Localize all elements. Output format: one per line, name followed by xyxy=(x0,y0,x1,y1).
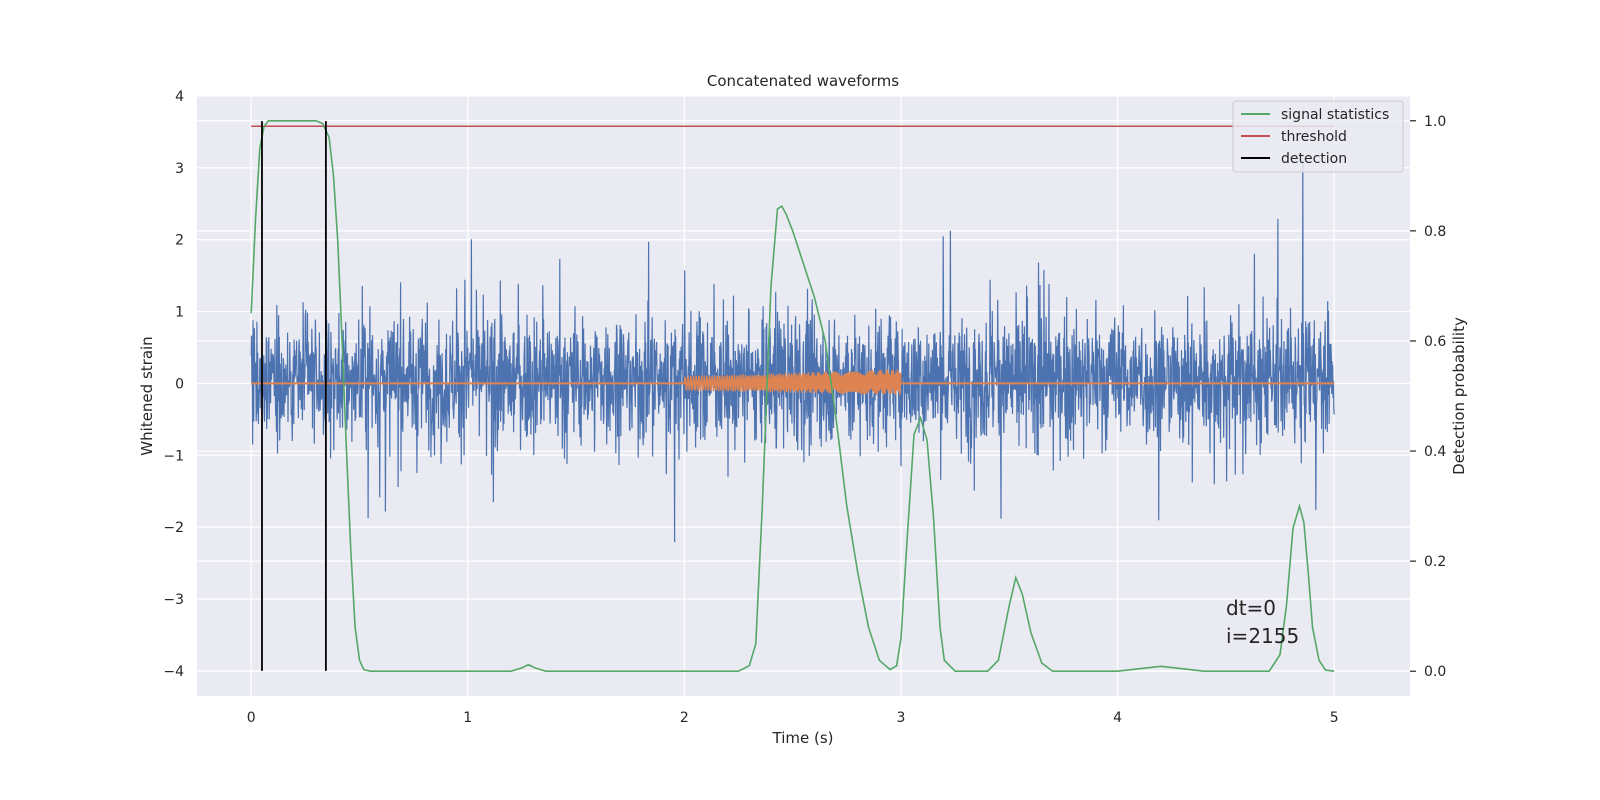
legend-label-detection: detection xyxy=(1281,151,1347,167)
x-tick-label: 5 xyxy=(1330,710,1339,726)
left-y-tick-label: 0 xyxy=(175,376,184,392)
left-y-tick-label: −4 xyxy=(163,664,184,680)
x-axis-label: Time (s) xyxy=(772,729,834,747)
legend: signal statistics threshold detection xyxy=(1232,100,1404,173)
right-y-tick-label: 1.0 xyxy=(1424,114,1446,130)
right-y-axis-label: Detection probability xyxy=(1450,317,1468,475)
left-y-tick-label: 2 xyxy=(175,233,184,249)
legend-label-signal-statistics: signal statistics xyxy=(1281,107,1389,123)
right-y-tick-label: 0.2 xyxy=(1424,554,1446,570)
signal-statistics-series xyxy=(250,120,1335,672)
plot-content xyxy=(250,120,1335,672)
right-y-tick-label: 0.0 xyxy=(1424,664,1446,680)
x-tick-label: 0 xyxy=(247,710,256,726)
legend-label-threshold: threshold xyxy=(1281,129,1347,145)
x-tick-label: 3 xyxy=(897,710,906,726)
left-y-tick-label: −3 xyxy=(163,592,184,608)
left-y-axis-ticks: −4 −3 −2 −1 0 1 2 3 4 xyxy=(163,89,184,680)
x-tick-label: 4 xyxy=(1113,710,1122,726)
left-y-tick-label: −2 xyxy=(163,520,184,536)
chart-title: Concatenated waveforms xyxy=(707,72,899,90)
right-y-axis-ticks: 0.0 0.2 0.4 0.6 0.8 1.0 xyxy=(1410,114,1446,680)
left-y-tick-label: 3 xyxy=(175,161,184,177)
right-y-tick-label: 0.8 xyxy=(1424,224,1446,240)
right-y-tick-label: 0.4 xyxy=(1424,444,1446,460)
left-y-tick-label: 4 xyxy=(175,89,184,105)
left-y-axis-label: Whitened strain xyxy=(138,336,156,455)
legend-box xyxy=(1232,100,1404,173)
x-tick-label: 2 xyxy=(680,710,689,726)
left-y-tick-label: 1 xyxy=(175,305,184,321)
left-y-tick-label: −1 xyxy=(163,448,184,464)
annotation-dt: dt=0 xyxy=(1226,596,1276,620)
injected-chirp-series xyxy=(683,369,902,395)
detection-lines xyxy=(261,121,327,671)
annotation-index: i=2155 xyxy=(1226,624,1299,648)
right-y-tick-label: 0.6 xyxy=(1424,334,1446,350)
x-axis-ticks: 0 1 2 3 4 5 xyxy=(247,710,1339,726)
x-tick-label: 1 xyxy=(463,710,472,726)
